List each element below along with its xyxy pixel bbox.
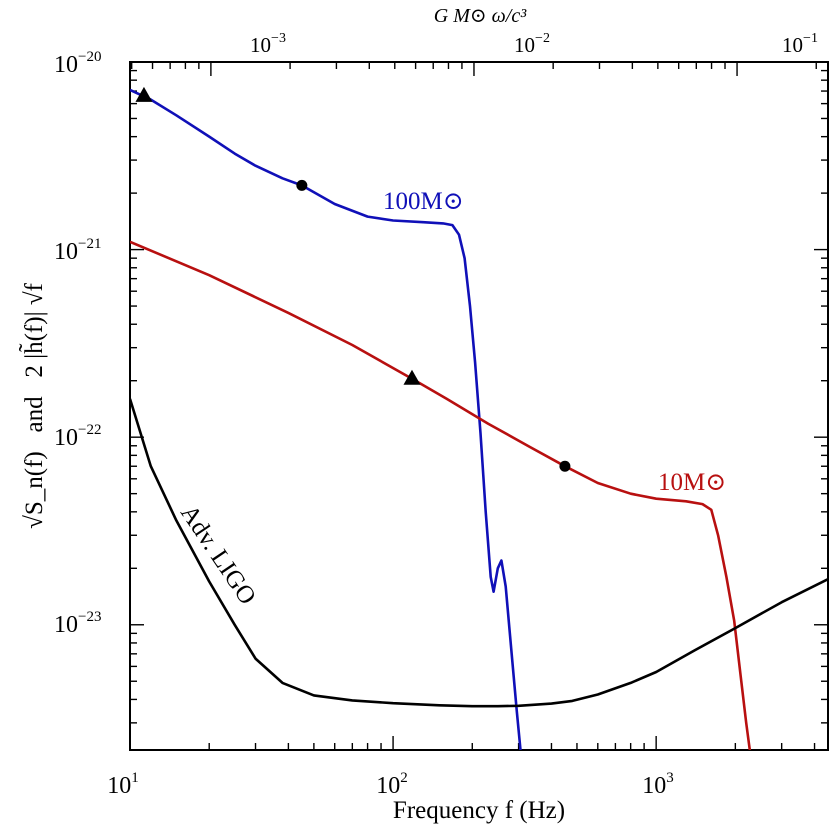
triangle-marker-0-0 — [135, 86, 153, 102]
markers — [135, 86, 571, 472]
ticks — [129, 61, 828, 750]
top-tick-label-1e-2: 10−2 — [514, 31, 550, 57]
circle-marker-1-1 — [559, 460, 571, 472]
x-axis-label: Frequency f (Hz) — [393, 797, 565, 824]
x-tick-label-100: 102 — [376, 770, 408, 799]
top-tick-label-1e-1: 10−1 — [782, 31, 818, 57]
y-tick-label-1e-22: 10−22 — [54, 422, 101, 451]
label-adv-ligo: Adv. LIGO — [175, 500, 261, 609]
y-tick-label-1e-23: 10−23 — [54, 609, 101, 638]
label-100-msun: 100M⊙ — [383, 188, 464, 215]
series-line-1 — [130, 240, 752, 750]
plot-frame — [129, 61, 829, 751]
y-tick-label-1e-21: 10−21 — [54, 236, 101, 265]
triangle-marker-1-0 — [403, 369, 421, 385]
series-line-0 — [130, 88, 522, 750]
y-axis-label: √S_n(f) and 2 |h̃(f)| √f — [19, 282, 48, 528]
top-axis-label: G M⊙ ω/c³ — [434, 5, 527, 27]
top-tick-label-1e-3: 10−3 — [250, 31, 286, 57]
series-layer — [130, 88, 828, 750]
y-tick-label-1e-20: 10−20 — [54, 49, 101, 78]
series-line-2 — [130, 398, 828, 708]
circle-marker-0-1 — [296, 179, 308, 191]
label-10-msun: 10M⊙ — [658, 469, 726, 496]
x-tick-label-1000: 103 — [642, 770, 674, 799]
x-tick-label-10: 101 — [107, 770, 139, 799]
